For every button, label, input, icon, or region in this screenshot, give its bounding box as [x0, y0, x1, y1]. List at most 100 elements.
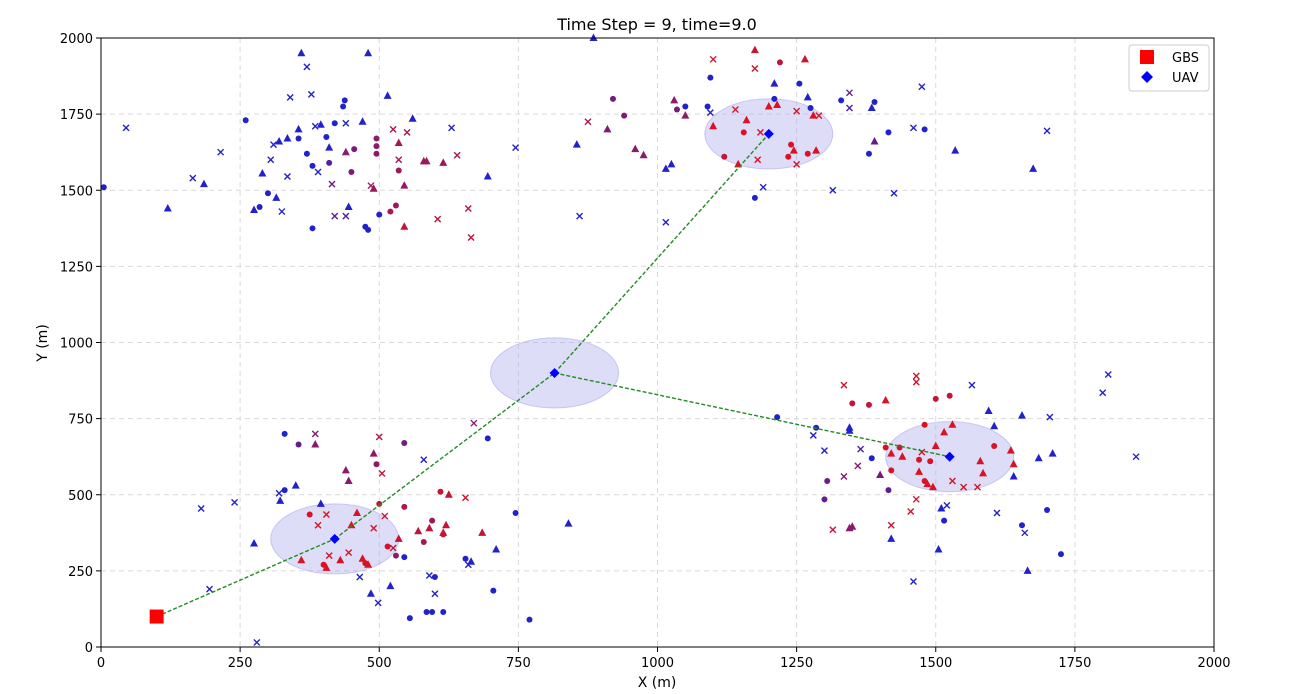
user-point-cross — [311, 122, 319, 130]
user-point-circle — [373, 150, 380, 157]
user-point-triangle — [931, 441, 940, 450]
user-point-cross — [857, 445, 865, 453]
user-point-cross — [512, 144, 520, 152]
user-point-cross — [829, 526, 837, 534]
user-point-cross — [912, 372, 920, 380]
user-point-triangle — [439, 158, 448, 166]
y-tick-label: 0 — [85, 641, 93, 656]
legend-gbs-label: GBS — [1172, 51, 1199, 66]
user-point-triangle — [1034, 453, 1043, 462]
user-points — [100, 33, 1140, 646]
user-point-cross — [845, 89, 853, 97]
user-point-cross — [325, 552, 333, 560]
user-point-circle — [401, 439, 408, 446]
user-point-triangle — [898, 452, 907, 460]
user-point-circle — [429, 608, 436, 615]
user-point-triangle — [383, 91, 392, 99]
user-point-triangle — [948, 420, 957, 428]
legend-uav-label: UAV — [1172, 71, 1199, 86]
user-point-circle — [849, 400, 856, 407]
user-point-triangle — [928, 482, 937, 491]
user-point-triangle — [369, 449, 378, 457]
user-point-circle — [865, 401, 872, 408]
user-point-circle — [431, 573, 438, 580]
user-point-circle — [309, 162, 316, 169]
user-point-triangle — [492, 545, 501, 553]
user-point-cross — [793, 107, 801, 115]
user-point-triangle — [250, 538, 259, 547]
user-point-triangle — [812, 146, 821, 154]
user-point-cross — [448, 124, 456, 132]
user-point-triangle — [297, 555, 306, 564]
user-point-circle — [326, 159, 333, 166]
user-point-cross — [345, 549, 353, 557]
user-point-cross — [754, 156, 762, 164]
user-point-triangle — [789, 146, 798, 154]
user-point-cross — [425, 571, 433, 579]
y-tick-label: 1250 — [60, 260, 93, 275]
y-tick-label: 500 — [68, 489, 93, 504]
user-point-triangle — [347, 520, 356, 529]
user-point-triangle — [667, 159, 676, 168]
user-point-cross — [909, 578, 917, 586]
user-point-circle — [609, 95, 616, 102]
user-point-circle — [351, 146, 358, 153]
user-point-cross — [420, 456, 428, 464]
user-point-cross — [342, 212, 350, 220]
user-point-cross — [267, 156, 275, 164]
user-point-circle — [309, 225, 316, 232]
user-point-triangle — [250, 205, 259, 214]
user-point-triangle — [603, 124, 612, 133]
user-point-circle — [281, 487, 288, 494]
user-point-circle — [348, 168, 355, 175]
user-point-triangle — [414, 526, 423, 535]
user-point-circle — [1057, 551, 1064, 558]
user-point-triangle — [984, 406, 993, 415]
user-point-circle — [392, 552, 399, 559]
user-point-triangle — [400, 181, 409, 189]
x-tick-label: 1000 — [641, 656, 674, 671]
user-point-cross — [189, 174, 197, 182]
user-point-circle — [804, 150, 811, 157]
backhaul-link — [334, 372, 555, 540]
user-point-triangle — [564, 519, 573, 527]
user-point-triangle — [394, 138, 403, 147]
user-point-cross — [854, 462, 862, 470]
y-tick-label: 250 — [68, 565, 93, 580]
legend-uav-marker — [1141, 71, 1153, 83]
user-point-triangle — [1029, 164, 1038, 172]
user-point-circle — [785, 153, 792, 160]
user-point-triangle — [425, 523, 434, 532]
user-point-cross — [206, 585, 214, 593]
x-tick-label: 0 — [97, 656, 105, 671]
user-point-triangle — [344, 202, 353, 210]
user-point-cross — [356, 573, 364, 581]
user-point-circle — [921, 421, 928, 428]
user-point-triangle — [845, 423, 854, 431]
user-point-circle — [429, 517, 436, 524]
backhaul-link — [156, 538, 336, 618]
user-point-cross — [286, 93, 294, 101]
user-point-circle — [771, 95, 778, 102]
user-point-circle — [340, 103, 347, 110]
user-point-triangle — [341, 147, 350, 156]
user-point-circle — [365, 226, 372, 233]
user-point-triangle — [358, 554, 367, 562]
user-point-triangle — [291, 481, 300, 489]
grid-lines — [100, 37, 1215, 648]
user-point-cross — [278, 208, 286, 216]
user-point-triangle — [990, 421, 999, 430]
user-point-circle — [281, 430, 288, 437]
user-point-cross — [470, 419, 478, 427]
user-point-triangle — [325, 143, 334, 151]
user-point-circle — [256, 203, 263, 210]
user-point-triangle — [352, 508, 361, 517]
user-point-triangle — [316, 499, 325, 507]
uav-marker — [763, 128, 774, 139]
user-point-circle — [682, 103, 689, 110]
user-point-triangle — [867, 103, 876, 112]
x-tick-label: 1250 — [780, 656, 813, 671]
user-point-cross — [1043, 127, 1051, 135]
user-point-triangle — [639, 150, 648, 159]
